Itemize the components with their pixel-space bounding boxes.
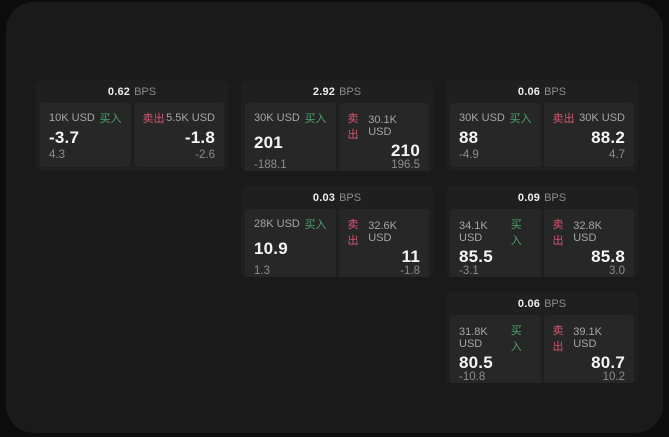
- card-header: 2.92 BPS: [241, 80, 433, 103]
- sell-panel[interactable]: 卖出 32.6K USD 11 -1.8: [338, 209, 429, 277]
- buy-notional: 10K USD: [49, 112, 95, 124]
- buy-badge: 买入: [304, 219, 327, 231]
- buy-price: 10.9: [254, 239, 288, 258]
- buy-panel[interactable]: 10K USD 买入 -3.7 4.3: [40, 103, 131, 167]
- sell-price: 80.7: [591, 353, 625, 372]
- sell-delta: -1.8: [400, 265, 420, 277]
- buy-price: 201: [254, 133, 283, 152]
- sell-panel[interactable]: 卖出 5.5K USD -1.8 -2.6: [133, 103, 224, 167]
- card-body: 31.8K USD 买入 80.5 -10.8 卖出 39.1K USD 80.…: [446, 315, 638, 383]
- sell-panel[interactable]: 卖出 30K USD 88.2 4.7: [543, 103, 634, 167]
- sell-price: 210: [391, 141, 420, 160]
- buy-price: 88: [459, 128, 479, 147]
- sell-delta: 196.5: [391, 159, 420, 171]
- sell-delta: -2.6: [195, 149, 215, 161]
- quote-card: 0.03 BPS 28K USD 买入 10.9 1.3 卖出 32.6K US…: [241, 186, 433, 277]
- buy-badge: 买入: [510, 325, 522, 353]
- sell-badge: 卖出: [552, 113, 575, 125]
- quote-card: 0.62 BPS 10K USD 买入 -3.7 4.3 卖出 5.5K USD: [36, 80, 228, 171]
- sell-badge: 卖出: [142, 113, 165, 125]
- sell-delta: 10.2: [602, 371, 625, 383]
- card-header: 0.09 BPS: [446, 186, 638, 209]
- buy-price: -3.7: [49, 128, 80, 147]
- sell-badge: 卖出: [347, 113, 359, 141]
- buy-delta: 1.3: [254, 265, 270, 277]
- buy-panel[interactable]: 30K USD 买入 88 -4.9: [450, 103, 541, 167]
- buy-panel[interactable]: 31.8K USD 买入 80.5 -10.8: [450, 315, 541, 383]
- buy-notional: 31.8K USD: [459, 326, 488, 350]
- buy-notional: 30K USD: [254, 112, 300, 124]
- card-header: 0.03 BPS: [241, 186, 433, 209]
- bps-unit-label: BPS: [339, 191, 362, 204]
- sell-panel[interactable]: 卖出 30.1K USD 210 196.5: [338, 103, 429, 171]
- buy-price: 80.5: [459, 353, 493, 372]
- card-body: 30K USD 买入 201 -188.1 卖出 30.1K USD 210 1…: [241, 103, 433, 171]
- sell-price: 85.8: [591, 247, 625, 266]
- sell-notional: 39.1K USD: [573, 326, 602, 350]
- buy-delta: -10.8: [459, 371, 486, 383]
- sell-notional: 32.6K USD: [368, 220, 397, 244]
- buy-badge: 买入: [509, 113, 532, 125]
- sell-panel[interactable]: 卖出 32.8K USD 85.8 3.0: [543, 209, 634, 277]
- sell-price: -1.8: [184, 128, 215, 147]
- card-body: 30K USD 买入 88 -4.9 卖出 30K USD 88.2 4.7: [446, 103, 638, 171]
- bps-value: 0.03: [312, 191, 336, 204]
- card-header: 0.06 BPS: [446, 80, 638, 103]
- buy-notional: 34.1K USD: [459, 220, 488, 244]
- buy-badge: 买入: [99, 113, 122, 125]
- sell-delta: 3.0: [609, 265, 625, 277]
- buy-panel[interactable]: 30K USD 买入 201 -188.1: [245, 103, 336, 171]
- quote-card: 0.06 BPS 30K USD 买入 88 -4.9 卖出 30K USD: [446, 80, 638, 171]
- bps-unit-label: BPS: [134, 85, 157, 98]
- bps-unit-label: BPS: [544, 297, 567, 310]
- sell-badge: 卖出: [552, 219, 564, 247]
- sell-notional: 30K USD: [579, 112, 625, 124]
- buy-badge: 买入: [304, 113, 327, 125]
- sell-notional: 30.1K USD: [368, 114, 397, 138]
- bps-value: 0.09: [517, 191, 541, 204]
- quote-card: 0.09 BPS 34.1K USD 买入 85.5 -3.1 卖出 32.8K…: [446, 186, 638, 277]
- buy-badge: 买入: [510, 219, 522, 247]
- buy-delta: -3.1: [459, 265, 479, 277]
- sell-badge: 卖出: [347, 219, 359, 247]
- buy-delta: -188.1: [254, 159, 287, 171]
- sell-price: 88.2: [591, 128, 625, 147]
- sell-notional: 5.5K USD: [166, 112, 215, 124]
- bps-unit-label: BPS: [544, 191, 567, 204]
- buy-panel[interactable]: 34.1K USD 买入 85.5 -3.1: [450, 209, 541, 277]
- bps-value: 0.06: [517, 85, 541, 98]
- app-panel: 0.62 BPS 10K USD 买入 -3.7 4.3 卖出 5.5K USD: [6, 2, 663, 433]
- card-body: 10K USD 买入 -3.7 4.3 卖出 5.5K USD -1.8 -2.…: [36, 103, 228, 171]
- quote-cards-grid: 0.62 BPS 10K USD 买入 -3.7 4.3 卖出 5.5K USD: [36, 80, 638, 383]
- quote-card: 0.06 BPS 31.8K USD 买入 80.5 -10.8 卖出 39.1…: [446, 292, 638, 383]
- sell-badge: 卖出: [552, 325, 564, 353]
- bps-unit-label: BPS: [339, 85, 362, 98]
- quote-card: 2.92 BPS 30K USD 买入 201 -188.1 卖出 30.1K …: [241, 80, 433, 171]
- buy-notional: 28K USD: [254, 218, 300, 230]
- bps-value: 0.62: [107, 85, 131, 98]
- bps-value: 0.06: [517, 297, 541, 310]
- card-body: 28K USD 买入 10.9 1.3 卖出 32.6K USD 11 -1.8: [241, 209, 433, 277]
- card-header: 0.06 BPS: [446, 292, 638, 315]
- buy-delta: -4.9: [459, 149, 479, 161]
- bps-value: 2.92: [312, 85, 336, 98]
- buy-delta: 4.3: [49, 149, 65, 161]
- sell-price: 11: [401, 247, 420, 266]
- card-body: 34.1K USD 买入 85.5 -3.1 卖出 32.8K USD 85.8…: [446, 209, 638, 277]
- bps-unit-label: BPS: [544, 85, 567, 98]
- buy-price: 85.5: [459, 247, 493, 266]
- sell-notional: 32.8K USD: [573, 220, 602, 244]
- buy-panel[interactable]: 28K USD 买入 10.9 1.3: [245, 209, 336, 277]
- buy-notional: 30K USD: [459, 112, 505, 124]
- card-header: 0.62 BPS: [36, 80, 228, 103]
- sell-delta: 4.7: [609, 149, 625, 161]
- sell-panel[interactable]: 卖出 39.1K USD 80.7 10.2: [543, 315, 634, 383]
